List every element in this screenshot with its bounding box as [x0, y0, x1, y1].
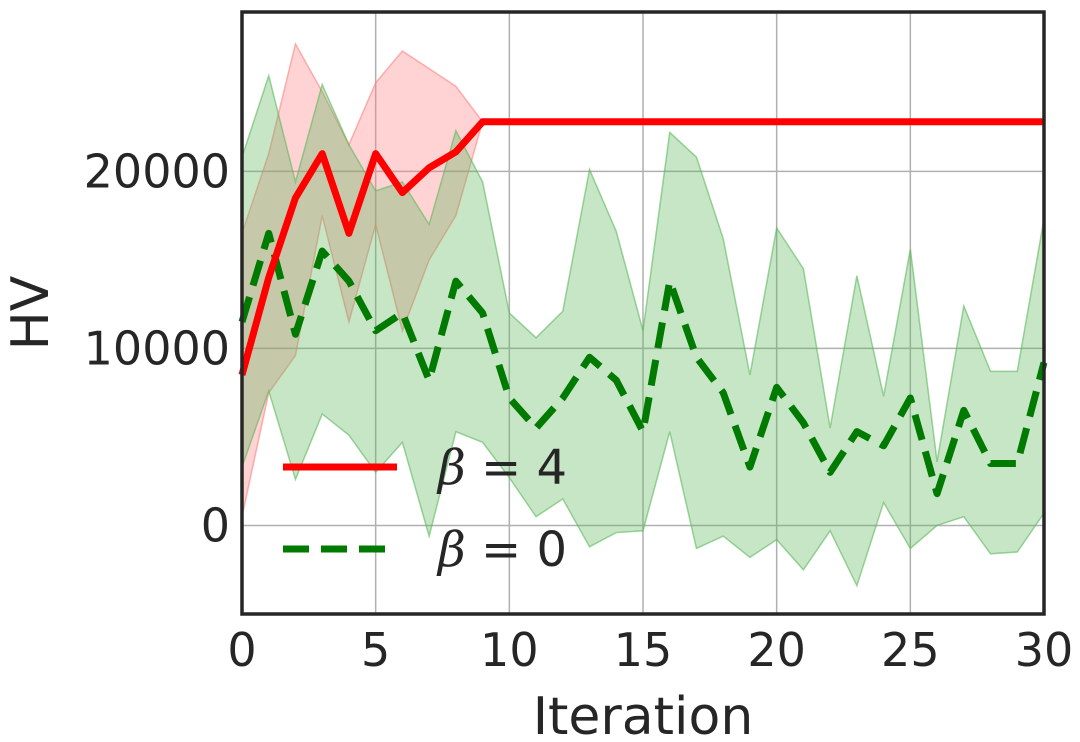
legend-value-1: = 0 — [466, 522, 567, 578]
y-tick-label-1: 10000 — [84, 321, 230, 375]
legend-symbol-0: β — [436, 440, 466, 496]
x-tick-label-3: 15 — [614, 623, 673, 677]
legend: β = 4β = 0 — [283, 440, 567, 578]
x-tick-label-0: 0 — [227, 623, 256, 677]
x-tick-label-1: 5 — [361, 623, 390, 677]
series-lines — [238, 118, 1048, 498]
x-axis-label: Iteration — [533, 687, 754, 742]
y-tick-label-2: 20000 — [84, 144, 230, 198]
y-axis-label: HV — [1, 275, 61, 350]
legend-symbol-1: β — [436, 522, 466, 578]
y-tick-label-0: 0 — [201, 498, 230, 552]
x-tick-label-4: 20 — [747, 623, 806, 677]
x-tick-label-5: 25 — [881, 623, 940, 677]
x-tick-label-6: 30 — [1015, 623, 1074, 677]
x-tick-label-2: 10 — [480, 623, 539, 677]
legend-label-1: β = 0 — [436, 522, 567, 578]
legend-label-0: β = 4 — [436, 440, 567, 496]
series-line-0 — [238, 118, 1044, 376]
plot-frame — [240, 10, 1046, 616]
legend-value-0: = 4 — [466, 440, 567, 496]
series-line-1 — [238, 229, 1048, 498]
tick-labels: 0 5 10 15 20 25 30 0 10000 20000 — [84, 144, 1074, 677]
